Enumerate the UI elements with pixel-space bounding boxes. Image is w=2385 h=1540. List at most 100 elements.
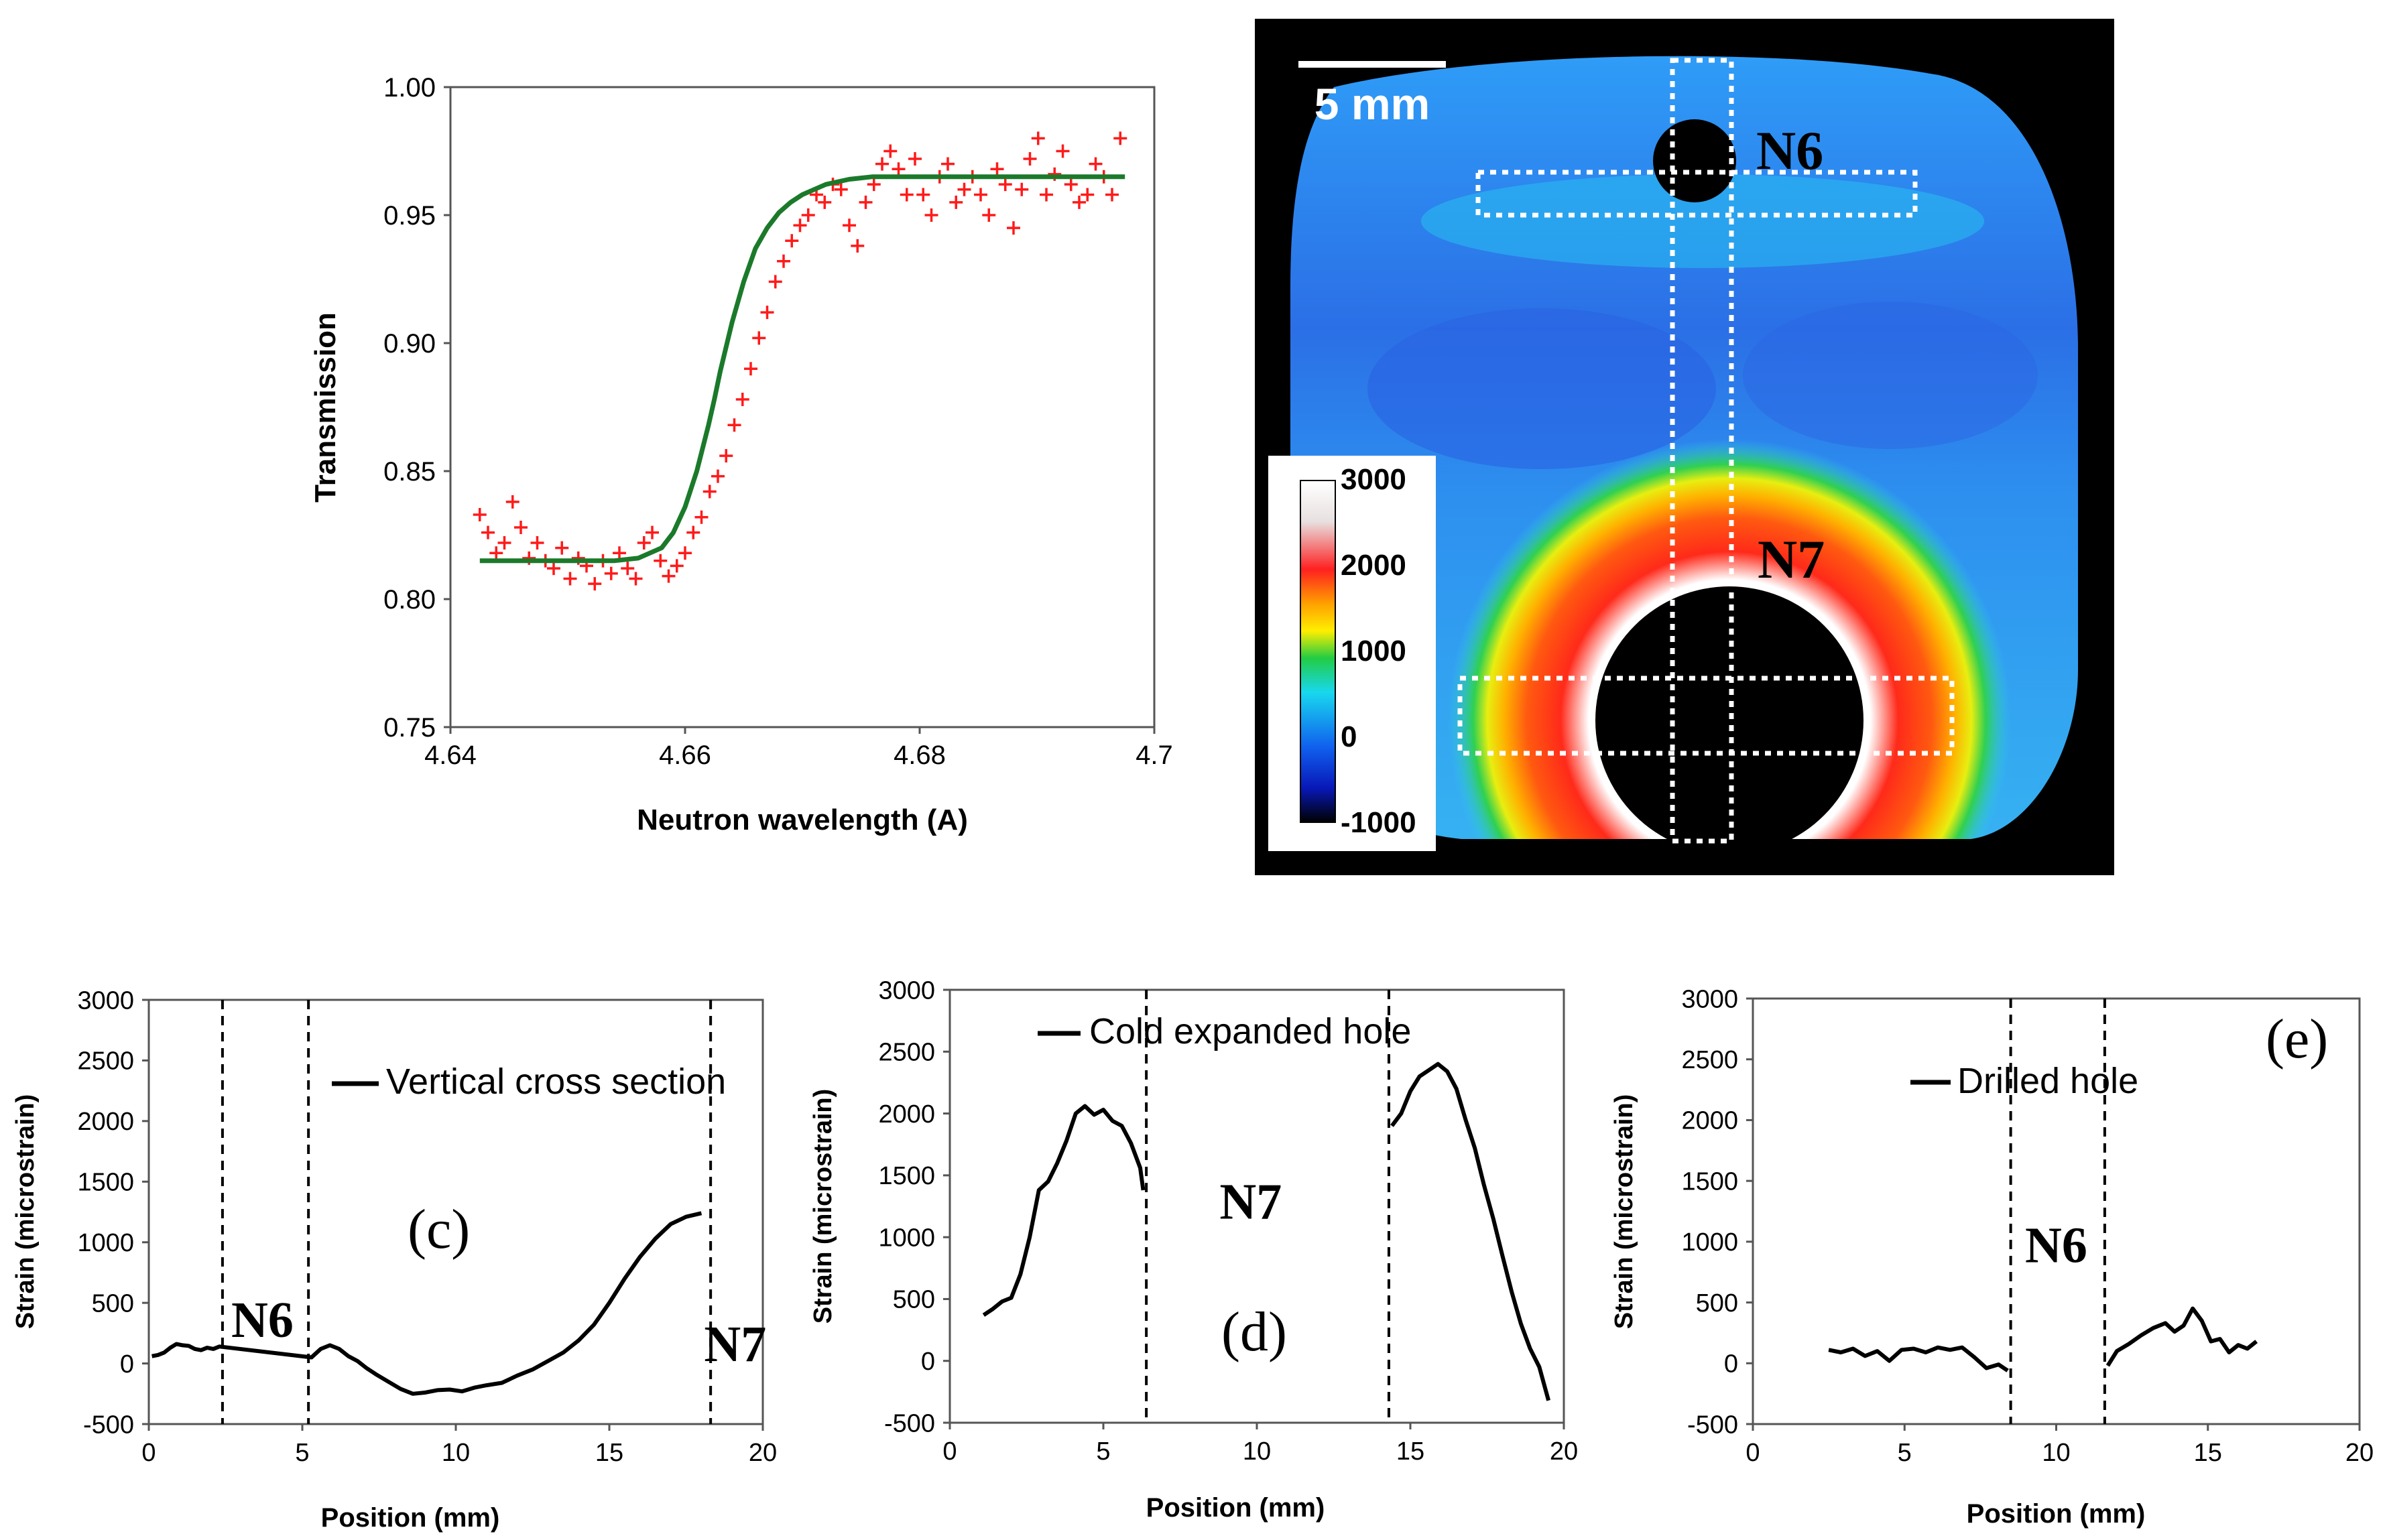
data-point xyxy=(654,554,668,568)
colorbar-tick-label: 3000 xyxy=(1341,463,1406,496)
data-point xyxy=(678,546,692,560)
hole-region-label: N6 xyxy=(2025,1218,2087,1274)
data-point xyxy=(867,178,881,192)
data-point xyxy=(908,151,922,166)
strain-map-low-zone xyxy=(1743,302,2038,449)
data-point xyxy=(834,182,848,196)
y-tick-label: 2500 xyxy=(1681,1046,1738,1074)
panel-e-x-axis-label: Position (mm) xyxy=(1967,1499,2146,1529)
data-point xyxy=(1056,144,1070,158)
x-tick-label: 4.64 xyxy=(424,741,477,770)
series-line xyxy=(479,174,1125,564)
colorbar-tick-label: -1000 xyxy=(1341,806,1416,839)
drilled-hole-line-box xyxy=(1475,170,1918,218)
panel-a-plot-frame xyxy=(449,86,1156,728)
data-point xyxy=(646,525,659,539)
data-point xyxy=(793,218,807,233)
panel-d-legend-label: Cold expanded hole xyxy=(1089,1011,1411,1051)
data-point xyxy=(752,331,766,345)
data-point xyxy=(801,208,815,222)
y-tick-label: -500 xyxy=(884,1409,935,1437)
data-point xyxy=(744,362,757,376)
x-tick-label: 0 xyxy=(141,1439,156,1467)
cold-expanded-line-box xyxy=(1457,676,1955,756)
panel-e-drilled-hole-chart: 0 5 10 15 20 -500 0 500 1000 1500 2000 2500 3000 N6 D… xyxy=(1610,985,2374,1529)
data-point xyxy=(883,144,898,158)
colorbar-tick-label: 1000 xyxy=(1341,635,1406,667)
y-tick-label: 2000 xyxy=(878,1100,935,1129)
panel-c-y-axis-label: Strain (microstrain) xyxy=(11,1094,40,1330)
y-tick-label: 0.85 xyxy=(383,457,436,487)
y-tick-label: 2500 xyxy=(878,1039,935,1067)
data-point xyxy=(941,157,955,171)
vertical-cross-section-box xyxy=(1670,58,1734,844)
data-point xyxy=(735,393,749,407)
panel-c-legend-label: Vertical cross section xyxy=(386,1062,726,1102)
data-point xyxy=(588,577,602,591)
y-tick-label: 0.80 xyxy=(383,585,436,615)
x-tick-label: 4.7 xyxy=(1136,741,1173,770)
data-point xyxy=(892,162,906,176)
panel-c-label: (c) xyxy=(408,1198,470,1261)
data-point xyxy=(1031,131,1045,145)
y-tick-label: 1000 xyxy=(878,1224,935,1252)
y-tick-label: 0.75 xyxy=(383,713,436,743)
panel-d-plot-frame xyxy=(949,988,1565,1424)
colorbar xyxy=(1300,480,1336,823)
data-point xyxy=(613,546,626,560)
colorbar-tick-label: 0 xyxy=(1341,720,1357,753)
hole-region-label: N7 xyxy=(1219,1173,1282,1230)
n6-hole xyxy=(1653,119,1736,202)
y-tick-label: -500 xyxy=(83,1411,134,1439)
data-point xyxy=(900,188,914,202)
data-point xyxy=(1015,182,1029,196)
y-tick-label: 1500 xyxy=(77,1169,134,1197)
series-line xyxy=(1828,1345,2009,1372)
y-tick-label: 2000 xyxy=(77,1108,134,1136)
y-tick-label: 1000 xyxy=(77,1229,134,1257)
data-point xyxy=(702,485,717,499)
x-tick-label: 10 xyxy=(2042,1439,2070,1467)
data-point xyxy=(760,306,774,320)
y-tick-label: 2000 xyxy=(1681,1107,1738,1135)
data-point xyxy=(1089,157,1103,171)
data-point xyxy=(1081,188,1095,202)
data-point xyxy=(1040,188,1053,202)
panel-d-label: (d) xyxy=(1221,1301,1287,1363)
y-tick-label: 1500 xyxy=(878,1162,935,1190)
panel-e-label: (e) xyxy=(2266,1008,2328,1070)
y-tick-label: 3000 xyxy=(1681,985,1738,1013)
y-tick-label: 1500 xyxy=(1681,1167,1738,1196)
x-tick-label: 0 xyxy=(1746,1439,1760,1467)
x-tick-label: 15 xyxy=(595,1439,623,1467)
series-line xyxy=(2105,1306,2258,1367)
x-tick-label: 10 xyxy=(1243,1437,1271,1466)
x-tick-label: 5 xyxy=(295,1439,309,1467)
x-tick-label: 4.66 xyxy=(659,741,711,770)
data-point xyxy=(875,157,889,171)
data-point xyxy=(505,495,519,509)
hole-region-label: N7 xyxy=(704,1316,766,1372)
panel-c-plot-frame xyxy=(147,999,764,1425)
data-point xyxy=(916,188,930,202)
panel-e-legend-label: Drilled hole xyxy=(1957,1061,2138,1101)
panel-d-x-axis-label: Position (mm) xyxy=(1146,1493,1325,1523)
data-point xyxy=(727,418,741,432)
data-point xyxy=(1073,195,1086,209)
y-tick-label: 1.00 xyxy=(383,73,436,103)
series-line xyxy=(982,1104,1146,1317)
data-point xyxy=(974,188,987,202)
strain-map-low-zone xyxy=(1367,308,1716,469)
n6-hole-label: N6 xyxy=(1756,120,1823,181)
panel-e-plot-frame xyxy=(1752,997,2361,1425)
y-tick-label: 3000 xyxy=(77,986,134,1015)
data-point xyxy=(621,562,635,576)
y-tick-label: 1000 xyxy=(1681,1228,1738,1257)
data-point xyxy=(1105,188,1119,202)
data-point xyxy=(777,254,790,268)
y-tick-label: 500 xyxy=(92,1289,134,1318)
strain-map-mid-band xyxy=(1421,174,1984,268)
n7-hole-label: N7 xyxy=(1758,529,1825,590)
